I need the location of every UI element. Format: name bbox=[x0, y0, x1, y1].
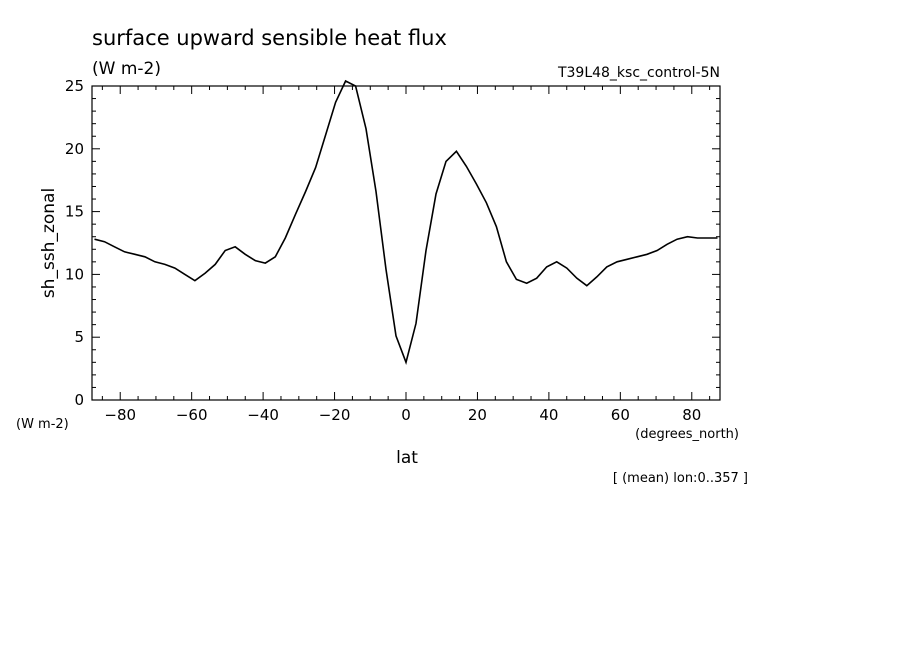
x-tick-label: −20 bbox=[319, 406, 351, 424]
y-tick-label: 5 bbox=[74, 328, 84, 346]
y-tick-label: 25 bbox=[65, 77, 84, 95]
y-units-label: (W m-2) bbox=[16, 417, 69, 432]
x-tick-labels: −80 −60 −40 −20 0 20 40 60 80 bbox=[104, 406, 701, 424]
x-tick-label: 60 bbox=[611, 406, 630, 424]
y-tick-label: 10 bbox=[65, 265, 84, 283]
chart-title: surface upward sensible heat flux bbox=[92, 26, 447, 50]
x-tick-label: −80 bbox=[104, 406, 136, 424]
y-tick-label: 20 bbox=[65, 140, 84, 158]
y-tick-label: 0 bbox=[74, 391, 84, 409]
y-tick-label: 15 bbox=[65, 203, 84, 221]
y-axis-label: sh_ssh_zonal bbox=[39, 188, 59, 298]
x-tick-label: 80 bbox=[682, 406, 701, 424]
x-axis-label: lat bbox=[396, 448, 418, 468]
x-units-label: (degrees_north) bbox=[635, 427, 739, 442]
plot-frame bbox=[91, 85, 721, 401]
x-tick-label: 20 bbox=[468, 406, 487, 424]
x-tick-label: 0 bbox=[401, 406, 411, 424]
y-tick-labels: 0 5 10 15 20 25 bbox=[65, 77, 84, 409]
x-tick-label: 40 bbox=[539, 406, 558, 424]
x-tick-label: −40 bbox=[247, 406, 279, 424]
run-label: T39L48_ksc_control-5N bbox=[557, 65, 720, 81]
x-tick-label: −60 bbox=[176, 406, 208, 424]
axis-ticks bbox=[92, 85, 720, 401]
series-line bbox=[94, 79, 718, 365]
footnote: [ (mean) lon:0..357 ] bbox=[613, 471, 748, 486]
chart-subtitle: (W m-2) bbox=[92, 59, 161, 79]
